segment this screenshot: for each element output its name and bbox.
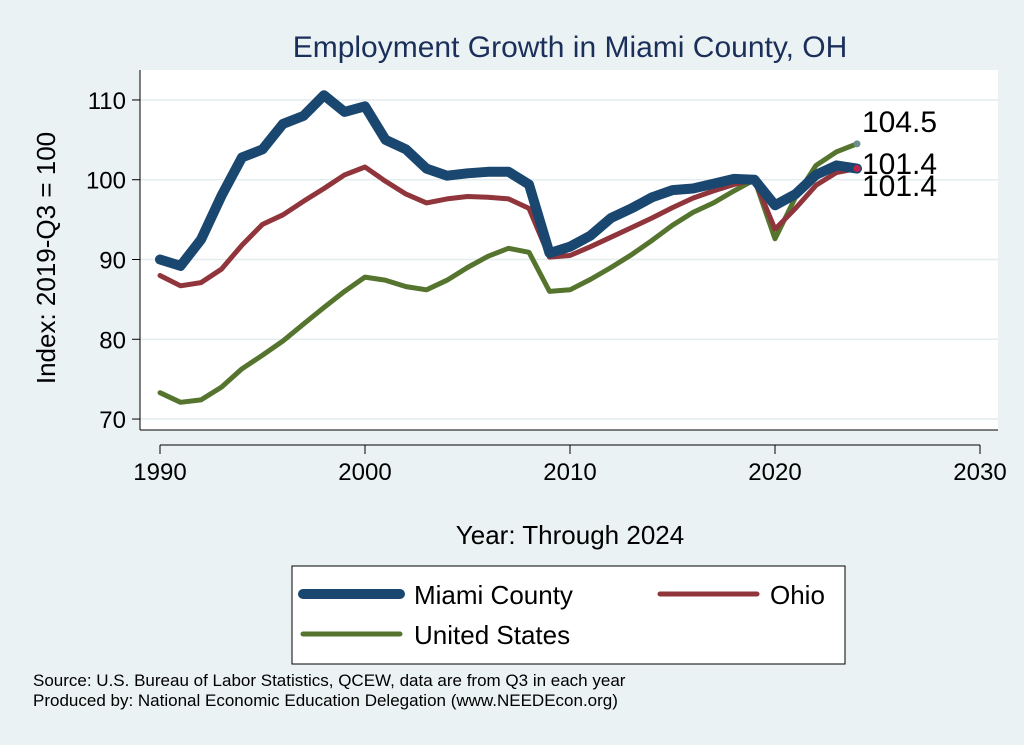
legend-label-us: United States [414,620,570,650]
series-line-miami-county [155,90,862,271]
x-tick-label-2020: 2020 [748,459,801,486]
y-tick-label-90: 90 [99,248,126,275]
x-axis-title: Year: Through 2024 [456,520,684,550]
x-tick-label-1990: 1990 [133,459,186,486]
series-line-united-states [157,141,860,405]
y-tick-label-100: 100 [86,168,126,195]
end-label-ohio: 101.4 [862,148,937,181]
x-tick-label-2030: 2030 [953,459,1006,486]
chart-title: Employment Growth in Miami County, OH [293,31,848,64]
y-tick-label-70: 70 [99,407,126,434]
y-tick-label-80: 80 [99,327,126,354]
end-label-miami: 101.4 [862,170,937,203]
x-tick-label-2010: 2010 [543,459,596,486]
end-marker-us [853,140,861,148]
x-tick-label-2000: 2000 [338,459,391,486]
legend: Miami County Ohio United States [291,565,846,665]
end-marker-ohio [853,165,861,173]
y-axis-title: Index: 2019-Q3 = 100 [31,132,61,384]
producer-note: Produced by: National Economic Education… [33,691,618,710]
legend-label-miami: Miami County [414,580,573,610]
legend-label-ohio: Ohio [770,580,825,610]
legend-box [291,565,846,665]
end-label-us: 104.5 [862,106,937,139]
y-tick-label-110: 110 [88,88,126,115]
end-markers [853,140,861,173]
source-note: Source: U.S. Bureau of Labor Statistics,… [33,671,626,690]
series-lines [155,90,862,405]
axes: 70 80 90 100 110 1990 2000 2010 2020 2030 [86,70,1007,486]
